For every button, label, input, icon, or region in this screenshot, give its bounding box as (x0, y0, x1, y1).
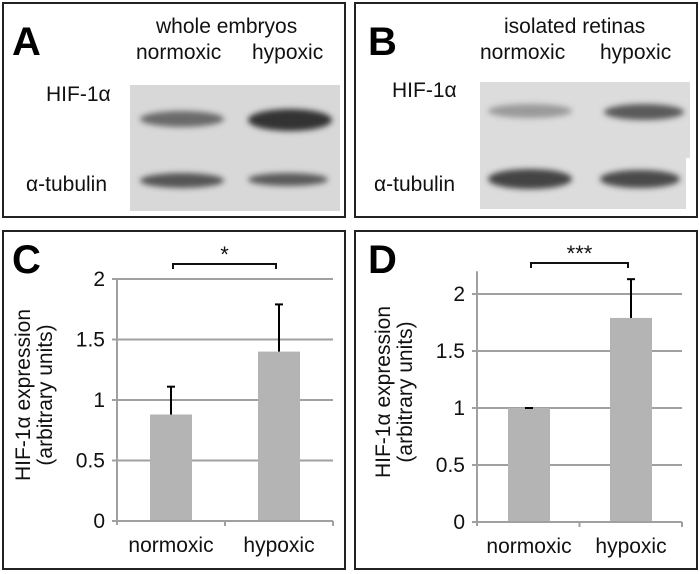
panel-letter: A (12, 20, 41, 64)
panel-a: A whole embryos normoxic hypoxic HIF-1α … (2, 2, 346, 218)
lane-label-normoxic: normoxic (136, 41, 222, 64)
panel-b: B isolated retinas normoxic hypoxic HIF-… (354, 2, 698, 218)
band-normoxic (140, 173, 224, 188)
blot-title: isolated retinas (504, 15, 646, 38)
significance-marker: *** (567, 241, 593, 266)
significance-bracket (530, 262, 629, 268)
lane-label-hypoxic: hypoxic (600, 41, 672, 64)
western-blot-hif (480, 82, 690, 158)
panel-letter: C (12, 238, 41, 282)
band-normoxic (488, 169, 572, 189)
western-blot-hif (130, 85, 340, 159)
significance-bracket (172, 263, 277, 269)
y-tick-label: 0 (453, 511, 465, 534)
row-label-tubulin: α-tubulin (26, 173, 108, 196)
y-tick-label: 2 (93, 268, 105, 291)
y-axis-label: HIF-1α expression (12, 309, 35, 481)
bar-hypoxic (258, 351, 300, 521)
bar-normoxic (150, 414, 192, 521)
row-label-hif: HIF-1α (46, 83, 111, 106)
panel-letter: B (368, 20, 397, 64)
row-label-tubulin: α-tubulin (374, 173, 456, 196)
western-blot-tubulin (480, 147, 686, 209)
y-tick-label: 1.5 (436, 340, 465, 363)
y-tick-label: 0 (93, 510, 105, 533)
y-tick-label: 0.5 (76, 450, 105, 473)
row-label-hif: HIF-1α (392, 79, 457, 102)
significance-marker: * (220, 242, 229, 267)
y-axis-label: (arbitrary units) (34, 324, 57, 465)
band-hypoxic (248, 109, 332, 131)
y-axis-label: HIF-1α expression (372, 306, 395, 478)
x-tick-label: normoxic (486, 535, 571, 558)
y-tick-label: 1 (453, 397, 465, 420)
blot-title: whole embryos (156, 15, 298, 38)
band-hypoxic (604, 104, 684, 120)
y-axis-label: (arbitrary units) (394, 321, 417, 462)
x-tick-label: hypoxic (595, 535, 666, 558)
x-tick-label: hypoxic (243, 534, 314, 557)
panel-letter: D (368, 238, 397, 282)
y-tick-label: 1.5 (76, 329, 105, 352)
y-tick-label: 1 (93, 389, 105, 412)
lane-label-normoxic: normoxic (480, 41, 566, 64)
y-tick-label: 0.5 (436, 454, 465, 477)
x-tick-label: normoxic (128, 534, 213, 557)
bar-hypoxic (610, 317, 652, 522)
bar-normoxic (508, 408, 550, 522)
western-blot-tubulin (130, 149, 340, 211)
band-normoxic (488, 104, 572, 118)
band-hypoxic (600, 170, 680, 188)
y-tick-label: 2 (453, 283, 465, 306)
lane-label-hypoxic: hypoxic (252, 41, 324, 64)
band-hypoxic (248, 173, 328, 186)
band-normoxic (140, 111, 224, 127)
